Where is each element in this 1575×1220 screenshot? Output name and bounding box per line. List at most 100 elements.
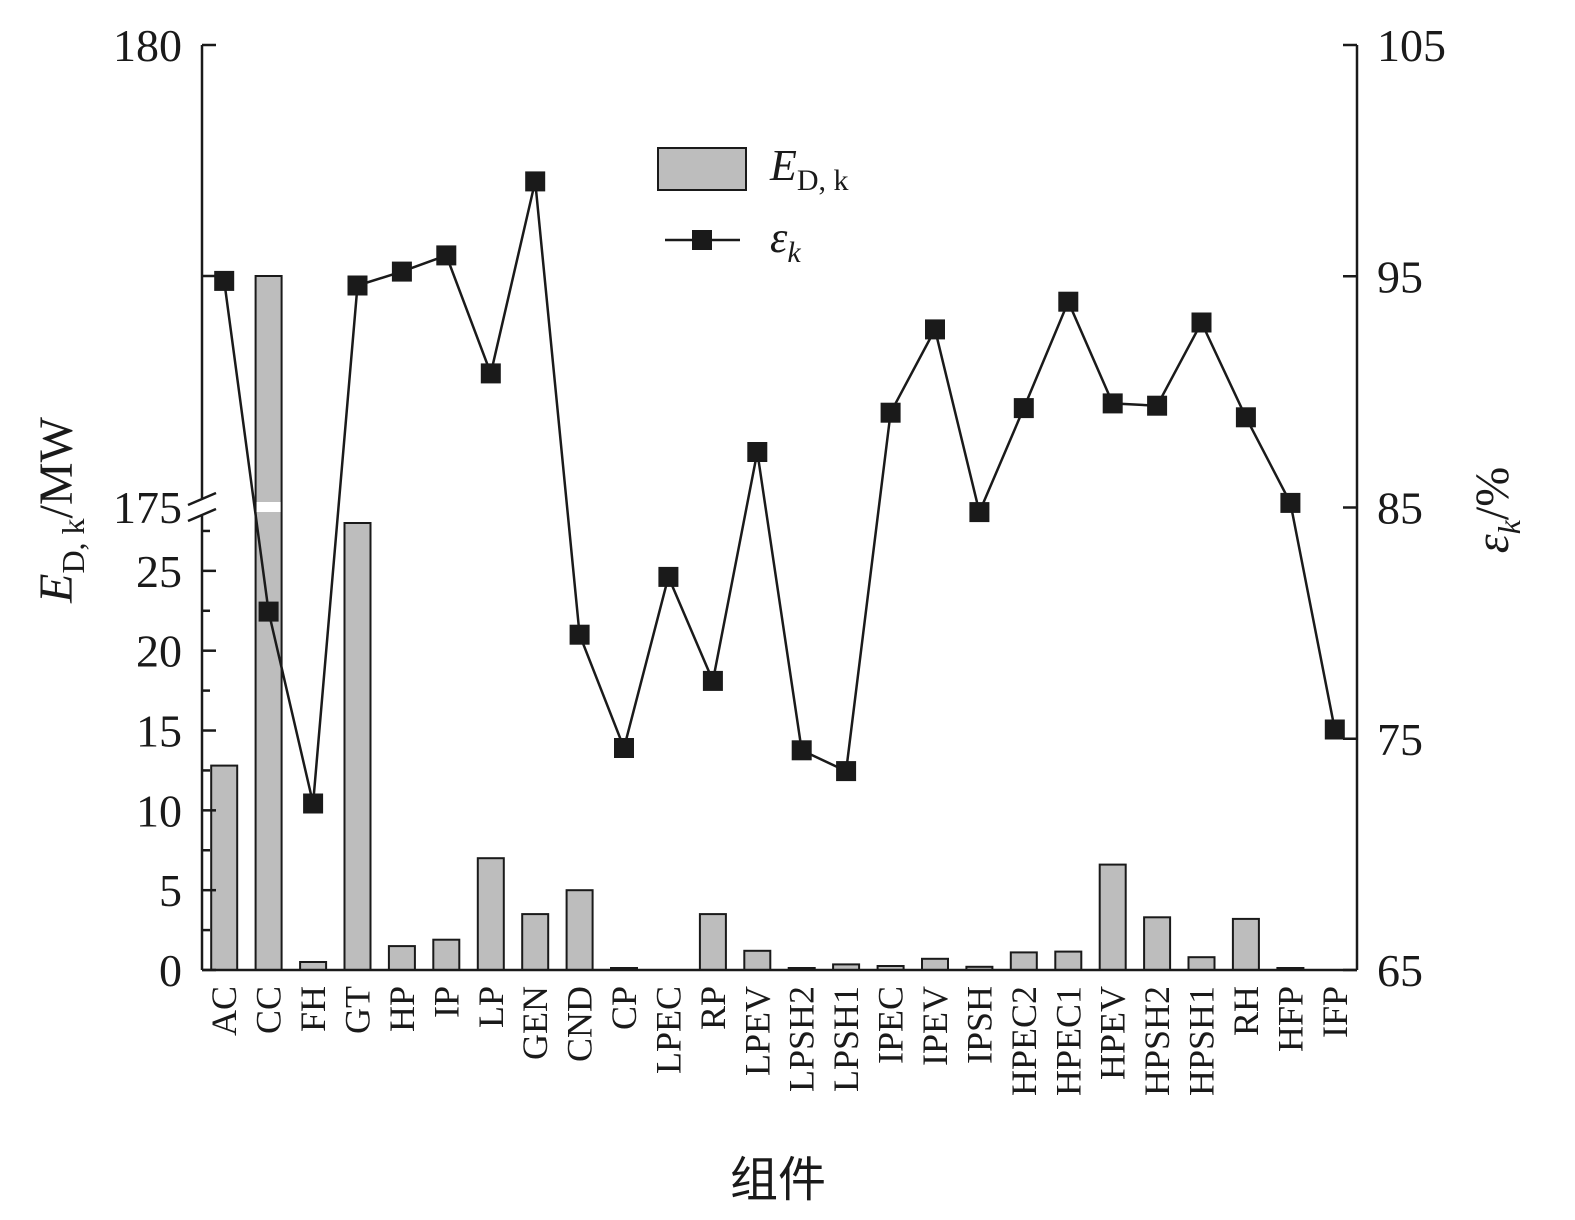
left-tick-label: 10 bbox=[136, 785, 182, 836]
x-tick-label: GT bbox=[338, 986, 378, 1034]
bar-hpsh1 bbox=[1187, 956, 1216, 972]
axis-break-mask bbox=[186, 498, 218, 516]
marker-lpsh2 bbox=[791, 740, 812, 761]
x-tick-label: LPEC bbox=[648, 986, 688, 1074]
bar-series bbox=[210, 275, 1305, 972]
marker-ifp bbox=[1324, 719, 1345, 740]
marker-cp bbox=[614, 738, 634, 758]
x-tick-label: IPSH bbox=[959, 986, 999, 1064]
x-tick-label: CC bbox=[249, 986, 289, 1034]
left-tick-label: 5 bbox=[159, 865, 182, 916]
marker-rh bbox=[1235, 407, 1256, 428]
marker-ipsh bbox=[969, 502, 990, 523]
x-tick-label: LP bbox=[471, 986, 511, 1028]
marker-cnd bbox=[569, 624, 590, 645]
legend-marker-swatch bbox=[692, 230, 712, 250]
bar-cc bbox=[254, 275, 283, 971]
x-tick-label: LPEV bbox=[737, 986, 777, 1076]
left-axis-title: ED, k/MW bbox=[30, 416, 91, 603]
right-axis-title: εk/% bbox=[1466, 467, 1527, 553]
marker-ip bbox=[436, 245, 457, 266]
x-tick-label: LPSH1 bbox=[826, 986, 866, 1092]
x-tick-label: IFP bbox=[1315, 986, 1355, 1038]
marker-ipev bbox=[925, 319, 945, 340]
bar-cnd bbox=[565, 889, 594, 972]
x-tick-label: CND bbox=[560, 986, 600, 1062]
x-tick-label: GEN bbox=[515, 986, 555, 1060]
marker-hpsh2 bbox=[1147, 395, 1168, 416]
x-tick-label: HPEC1 bbox=[1048, 986, 1088, 1096]
marker-hpev bbox=[1102, 393, 1123, 414]
bar-hpec2 bbox=[1009, 951, 1038, 972]
x-tick-label: RH bbox=[1226, 986, 1266, 1036]
x-tick-label: RP bbox=[693, 986, 733, 1030]
marker-gt bbox=[347, 275, 368, 296]
bar-ac bbox=[210, 764, 239, 971]
axis-break-mark bbox=[187, 491, 217, 507]
x-tick-label: LPSH2 bbox=[782, 986, 822, 1092]
bar-gen bbox=[521, 913, 550, 971]
legend-bar-label: ED, k bbox=[769, 141, 849, 197]
bar-break-gap bbox=[256, 502, 281, 512]
x-tick-label: AC bbox=[204, 986, 244, 1036]
x-tick-label: HPSH1 bbox=[1182, 986, 1222, 1096]
bar-rh bbox=[1231, 917, 1260, 972]
marker-fh bbox=[303, 793, 324, 814]
marker-cc bbox=[258, 601, 279, 622]
right-tick-label: 95 bbox=[1377, 251, 1423, 302]
marker-hfp bbox=[1280, 492, 1301, 513]
bar-rp bbox=[698, 913, 727, 971]
right-tick-label: 85 bbox=[1377, 483, 1423, 534]
bar-ip bbox=[432, 938, 461, 972]
x-tick-label: CP bbox=[604, 986, 644, 1030]
marker-rp bbox=[702, 670, 723, 691]
efficiency-line bbox=[222, 181, 1337, 804]
x-tick-label: IP bbox=[426, 986, 466, 1018]
legend: ED, k εk bbox=[657, 141, 849, 269]
x-tick-label: HPSH2 bbox=[1137, 986, 1177, 1096]
left-tick-label: 0 bbox=[159, 945, 182, 996]
x-tick-label: IPEC bbox=[871, 986, 911, 1064]
x-tick-label: HFP bbox=[1270, 986, 1310, 1052]
x-axis-title: 组件 bbox=[730, 1154, 826, 1207]
x-tick-label: IPEV bbox=[915, 986, 955, 1066]
bar-hpev bbox=[1098, 863, 1127, 971]
bar-lpev bbox=[743, 949, 772, 971]
bar-hp bbox=[387, 945, 416, 971]
marker-gen bbox=[525, 171, 546, 192]
axes: 0 5 10 15 20 25 175 180 65 75 85 95 105 bbox=[113, 20, 1446, 996]
left-tick-label: 25 bbox=[136, 546, 182, 597]
axis-break-mark bbox=[187, 507, 217, 523]
marker-lpsh1 bbox=[836, 761, 857, 782]
marker-hpsh1 bbox=[1191, 312, 1212, 333]
right-tick-label: 105 bbox=[1377, 20, 1446, 71]
left-tick-label: 20 bbox=[136, 626, 182, 677]
legend-bar-swatch bbox=[657, 147, 747, 191]
category-labels: AC CC FH GT HP IP LP GEN CND CP LPEC RP LPEV LPSH2 LPS… bbox=[204, 986, 1355, 1096]
marker-hpec2 bbox=[1013, 398, 1034, 419]
right-tick-label: 75 bbox=[1377, 714, 1423, 765]
left-tick-label: 175 bbox=[113, 482, 182, 533]
bar-hpec1 bbox=[1054, 950, 1083, 971]
bar-hpsh2 bbox=[1143, 916, 1172, 971]
marker-ipec bbox=[880, 402, 901, 423]
marker-lpev bbox=[747, 442, 768, 462]
x-tick-label: HPEV bbox=[1093, 986, 1133, 1080]
legend-line-label: εk bbox=[770, 213, 801, 269]
left-tick-label: 180 bbox=[113, 20, 182, 71]
x-tick-label: HPEC2 bbox=[1004, 986, 1044, 1096]
x-tick-label: FH bbox=[293, 986, 333, 1032]
marker-lp bbox=[480, 363, 501, 384]
bar-ipev bbox=[921, 957, 949, 971]
marker-ac bbox=[214, 270, 235, 291]
bar-lp bbox=[476, 857, 505, 972]
right-tick-label: 65 bbox=[1377, 945, 1423, 996]
marker-hpec1 bbox=[1058, 291, 1079, 312]
line-series bbox=[214, 171, 1345, 814]
marker-hp bbox=[391, 261, 412, 282]
bar-gt bbox=[343, 522, 372, 971]
left-tick-label: 15 bbox=[136, 706, 182, 757]
x-tick-label: HP bbox=[382, 986, 422, 1032]
